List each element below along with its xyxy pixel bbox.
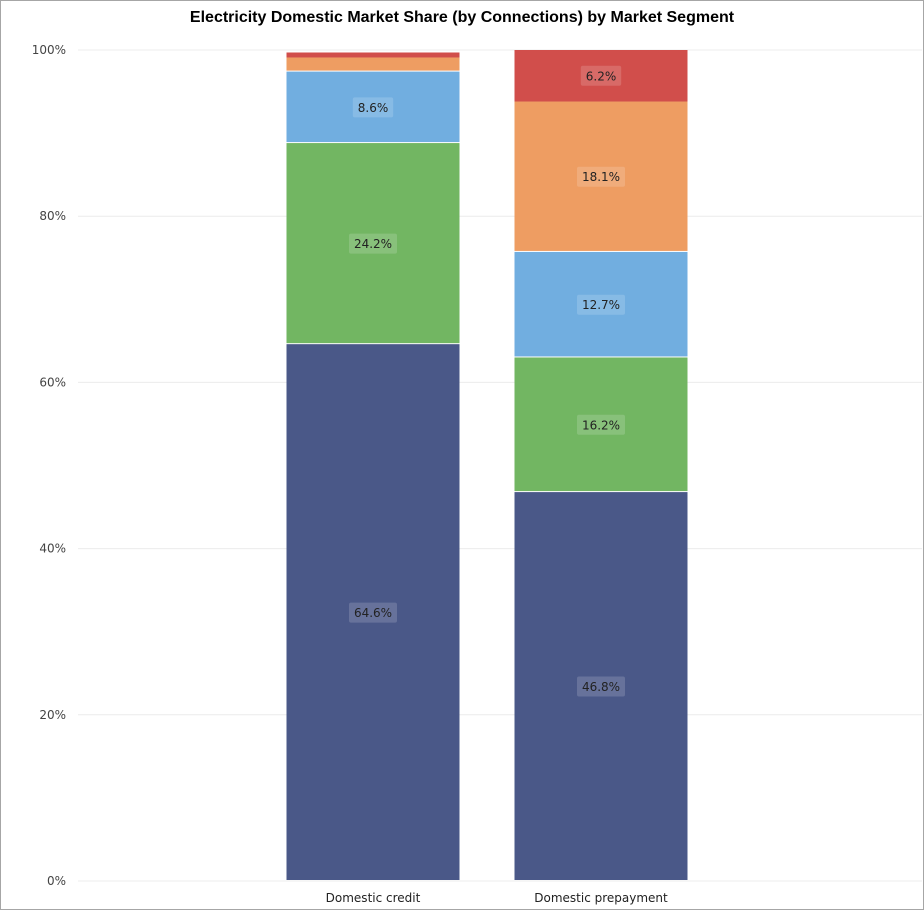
bar-segment (514, 251, 688, 357)
chart-title: Electricity Domestic Market Share (by Co… (189, 9, 735, 26)
y-tick-label: 0% (47, 874, 66, 888)
data-label-background (577, 166, 625, 187)
data-label-background (577, 414, 625, 435)
bar-segment (286, 52, 460, 58)
bar-segment (286, 143, 460, 344)
data-label-background (352, 97, 394, 118)
bar-segment (514, 101, 688, 251)
y-tick-label: 100% (32, 43, 66, 57)
x-tick-label: Domestic prepayment (534, 891, 668, 905)
y-tick-label: 40% (39, 542, 66, 556)
data-label-background (580, 65, 622, 86)
data-label-background (577, 676, 625, 697)
y-tick-label: 60% (39, 375, 66, 389)
y-tick-label: 20% (39, 708, 66, 722)
data-label: 8.6% (358, 101, 389, 115)
bar-segment (514, 357, 688, 492)
data-label: 12.7% (582, 298, 620, 312)
data-label-background (577, 294, 625, 315)
data-label-background (349, 233, 397, 254)
bar-segment (286, 57, 460, 71)
data-label: 6.2% (586, 69, 617, 83)
bar-segment (514, 492, 688, 880)
data-label: 18.1% (582, 170, 620, 184)
y-tick-label: 80% (39, 209, 66, 223)
data-label: 64.6% (354, 606, 392, 620)
data-label: 24.2% (354, 237, 392, 251)
bar-segment (286, 71, 460, 143)
data-label-background (349, 602, 397, 623)
data-label: 16.2% (582, 418, 620, 432)
data-label: 46.8% (582, 680, 620, 694)
bar-segment (514, 50, 688, 102)
bar-segment (286, 344, 460, 880)
x-tick-label: Domestic credit (326, 891, 421, 905)
